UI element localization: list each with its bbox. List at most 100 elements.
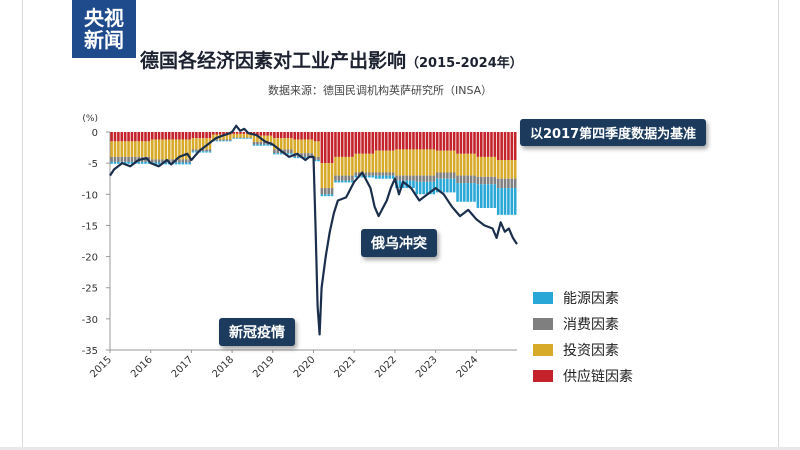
bar-investment	[476, 156, 480, 177]
bar-consumption	[300, 153, 303, 157]
bar-energy	[418, 181, 422, 195]
bar-energy	[381, 175, 385, 179]
y-tick-label: -25	[82, 284, 98, 295]
bar-investment	[252, 135, 256, 142]
bar-supply	[503, 132, 507, 161]
bar-consumption	[442, 172, 446, 179]
bar-energy	[262, 144, 266, 146]
bar-consumption	[249, 137, 252, 139]
bar-consumption	[490, 176, 493, 185]
bar-supply	[415, 132, 419, 150]
bar-supply	[201, 132, 205, 139]
bar-consumption	[469, 175, 473, 184]
bar-investment	[157, 139, 161, 160]
bar-investment	[500, 160, 503, 179]
bar-investment	[374, 150, 378, 173]
bar-supply	[232, 132, 235, 134]
bar-investment	[151, 139, 154, 160]
bar-investment	[452, 150, 456, 173]
bar-investment	[242, 133, 246, 138]
bar-energy	[113, 161, 117, 164]
bar-consumption	[337, 175, 341, 181]
bar-energy	[469, 183, 473, 202]
chart-title-main: 德国各经济因素对工业产出影响	[140, 50, 407, 72]
bar-energy	[164, 162, 168, 165]
bar-consumption	[201, 149, 205, 152]
bar-consumption	[154, 159, 157, 163]
bar-supply	[154, 132, 157, 140]
bar-supply	[340, 132, 344, 157]
bar-investment	[330, 163, 334, 189]
bar-supply	[262, 132, 266, 136]
bar-consumption	[463, 175, 466, 184]
bar-consumption	[401, 175, 405, 181]
bar-supply	[178, 132, 181, 140]
legend-swatch	[533, 344, 553, 356]
bar-investment	[245, 133, 249, 138]
bar-consumption	[323, 188, 327, 195]
x-tick-label: 2023	[414, 354, 440, 380]
bar-investment	[351, 156, 354, 176]
bar-supply	[351, 132, 354, 157]
bar-supply	[446, 132, 449, 151]
bar-energy	[201, 151, 205, 153]
bar-supply	[242, 132, 246, 134]
bar-investment	[381, 150, 385, 173]
bar-supply	[137, 132, 141, 142]
bar-consumption	[374, 172, 378, 176]
bar-supply	[198, 132, 202, 139]
bar-supply	[473, 132, 476, 154]
logo-line2: 新闻	[84, 28, 124, 52]
bar-energy	[507, 188, 510, 215]
bar-energy	[191, 151, 195, 153]
bar-energy	[364, 175, 368, 178]
legend-swatch	[533, 318, 553, 330]
bar-energy	[439, 178, 442, 193]
bar-investment	[371, 153, 375, 173]
bar-supply	[432, 132, 436, 150]
bar-energy	[242, 138, 246, 139]
bar-supply	[205, 132, 208, 139]
chart-title-years: （2015-2024年）	[406, 56, 523, 71]
bar-consumption	[446, 172, 449, 179]
bar-supply	[378, 132, 381, 151]
legend-label: 投资因素	[563, 343, 619, 359]
bar-investment	[144, 141, 147, 157]
bar-supply	[513, 132, 517, 161]
bar-investment	[347, 156, 351, 176]
bar-investment	[239, 133, 242, 138]
bar-consumption	[171, 159, 174, 163]
bar-investment	[191, 138, 195, 150]
bar-investment	[432, 149, 436, 176]
bar-investment	[222, 134, 225, 140]
bar-supply	[500, 132, 503, 161]
bar-supply	[452, 132, 456, 151]
bar-supply	[469, 132, 473, 154]
bar-investment	[283, 138, 286, 150]
bar-supply	[412, 132, 415, 150]
bar-investment	[154, 139, 157, 160]
bar-investment	[449, 150, 453, 173]
bar-energy	[249, 138, 252, 139]
bar-supply	[368, 132, 371, 154]
bar-supply	[120, 132, 124, 142]
bar-energy	[425, 181, 429, 195]
bar-consumption	[262, 141, 266, 145]
bar-energy	[117, 161, 120, 164]
bar-investment	[137, 141, 141, 157]
bar-consumption	[215, 139, 219, 141]
bar-consumption	[273, 149, 276, 154]
bar-consumption	[242, 137, 246, 139]
bar-consumption	[130, 156, 134, 162]
bar-investment	[188, 139, 191, 160]
bar-investment	[171, 139, 174, 160]
bar-consumption	[493, 176, 497, 185]
bar-investment	[435, 150, 439, 173]
bar-energy	[483, 184, 486, 208]
bar-supply	[422, 132, 425, 150]
bar-energy	[235, 138, 239, 139]
bar-supply	[296, 132, 300, 140]
bar-energy	[415, 181, 419, 195]
bar-investment	[446, 150, 449, 173]
bar-supply	[435, 132, 439, 151]
